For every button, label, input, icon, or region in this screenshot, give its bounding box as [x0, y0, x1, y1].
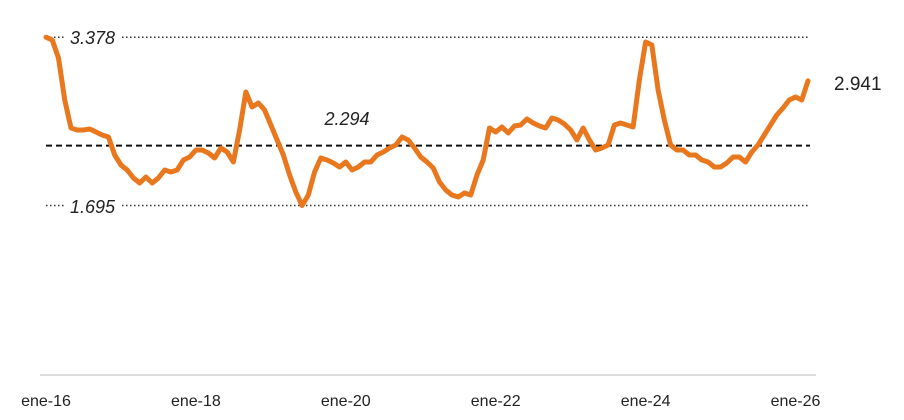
x-tick-label: ene-24: [621, 393, 671, 410]
label-background: [64, 196, 123, 217]
label-background: [64, 27, 122, 48]
reference-label: 1.695: [70, 197, 116, 217]
end-value-label: 2.941: [834, 74, 882, 95]
x-tick-label: ene-18: [171, 393, 221, 410]
reference-label: 2.294: [323, 109, 369, 129]
data-line: [43, 34, 811, 208]
x-tick-label: ene-22: [471, 393, 521, 410]
x-tick-label: ene-20: [321, 393, 371, 410]
x-tick-label: ene-26: [771, 393, 821, 410]
x-tick-label: ene-16: [21, 393, 71, 410]
reference-label: 3.378: [70, 28, 115, 48]
